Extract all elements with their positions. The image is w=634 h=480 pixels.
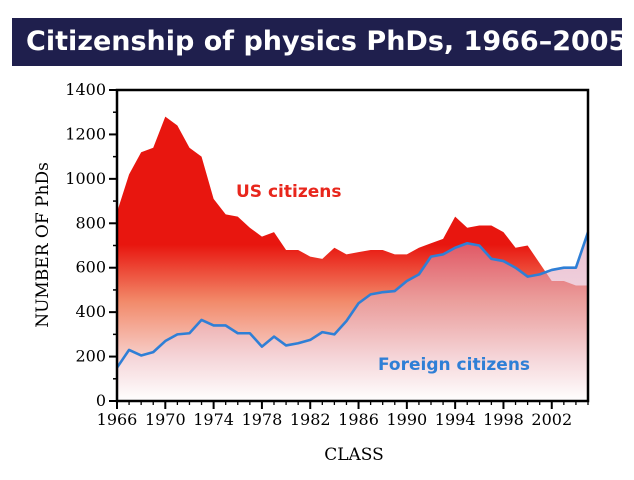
x-tick-label: 1974 [193, 410, 234, 429]
y-axis-title: NUMBER OF PhDs [33, 162, 53, 328]
y-tick-label: 800 [75, 213, 106, 232]
x-tick-label: 1986 [338, 410, 379, 429]
y-tick-label: 200 [75, 347, 106, 366]
y-tick-label: 1400 [65, 80, 106, 99]
x-tick-label: 1990 [386, 410, 427, 429]
x-tick-label: 1966 [97, 410, 138, 429]
x-tick-label: 1978 [242, 410, 283, 429]
x-axis-title: CLASS [324, 445, 384, 465]
x-tick-label: 1970 [145, 410, 186, 429]
foreign-citizens-area [117, 232, 588, 401]
x-tick-label: 1994 [435, 410, 476, 429]
x-tick-label: 1982 [290, 410, 331, 429]
foreign-citizens-line [115, 231, 590, 369]
y-tick-label: 1200 [65, 124, 106, 143]
chart-title: Citizenship of physics PhDs, 1966–2005 [12, 18, 627, 66]
x-tick-label: 2002 [531, 410, 572, 429]
x-tick-label: 1998 [483, 410, 524, 429]
y-tick-label: 600 [75, 258, 106, 277]
y-tick-label: 400 [75, 302, 106, 321]
us-citizens-label: US citizens [236, 182, 341, 202]
y-tick-label: 1000 [65, 169, 106, 188]
y-tick-label: 0 [96, 391, 106, 410]
foreign-citizens-label: Foreign citizens [378, 355, 530, 375]
